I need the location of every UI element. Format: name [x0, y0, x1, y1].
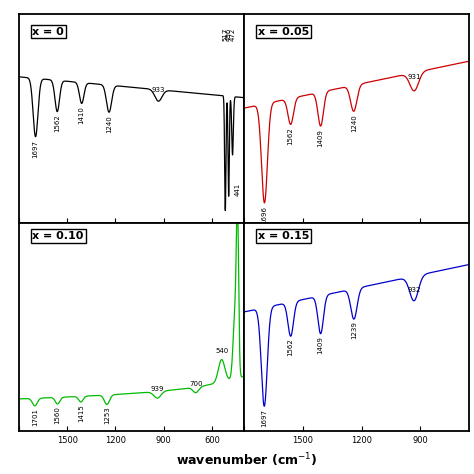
Text: 1415: 1415	[78, 404, 84, 422]
Text: 700: 700	[189, 381, 202, 387]
Text: 1697: 1697	[33, 140, 38, 158]
Text: 1240: 1240	[106, 115, 112, 133]
Text: 517: 517	[222, 28, 228, 41]
Text: 1409: 1409	[318, 129, 324, 147]
Text: 1697: 1697	[261, 409, 267, 427]
Text: 1239: 1239	[351, 321, 357, 339]
Text: 931: 931	[408, 74, 421, 81]
Text: 1410: 1410	[79, 107, 85, 125]
Text: 496: 496	[226, 28, 232, 41]
Text: 932: 932	[407, 287, 421, 293]
Text: 1696: 1696	[262, 206, 267, 224]
Text: 1560: 1560	[55, 406, 61, 424]
Text: 933: 933	[152, 87, 165, 93]
Text: x = 0: x = 0	[32, 27, 64, 36]
Text: 441: 441	[235, 183, 240, 196]
Text: 1562: 1562	[288, 128, 294, 146]
Text: 1701: 1701	[32, 408, 38, 426]
Text: x = 0.10: x = 0.10	[32, 231, 84, 241]
Text: x = 0.15: x = 0.15	[258, 231, 309, 241]
Text: x = 0.05: x = 0.05	[258, 27, 309, 36]
Text: 540: 540	[215, 348, 228, 354]
Text: 1562: 1562	[288, 338, 294, 356]
Text: 939: 939	[151, 386, 164, 392]
Text: 1409: 1409	[318, 336, 324, 354]
Text: wavenumber (cm$^{-1}$): wavenumber (cm$^{-1}$)	[176, 452, 317, 469]
Text: 1562: 1562	[54, 115, 60, 133]
Text: 1253: 1253	[104, 406, 110, 424]
Text: 472: 472	[229, 28, 236, 41]
Text: 1240: 1240	[351, 114, 357, 132]
